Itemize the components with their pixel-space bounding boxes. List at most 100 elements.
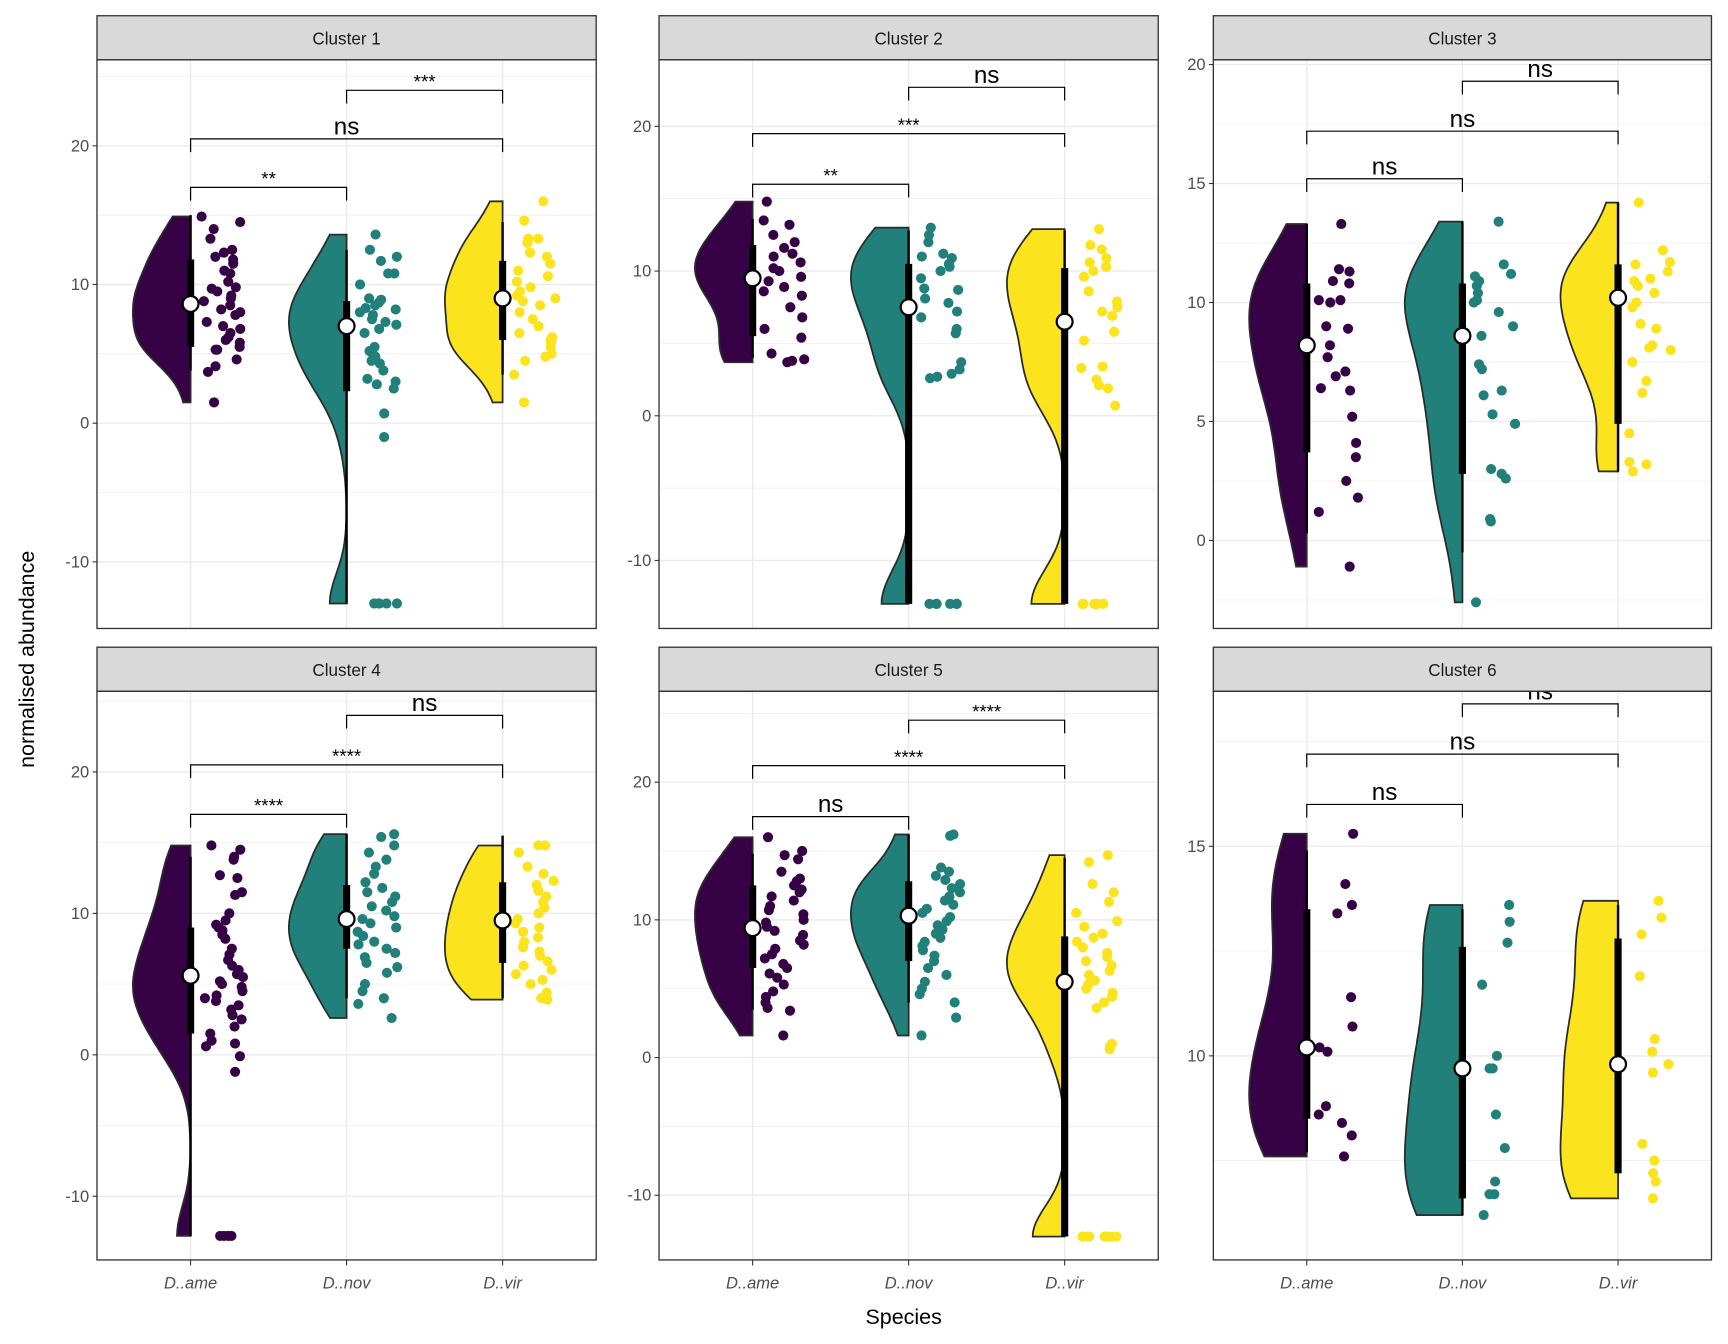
panel-4: -10 0 10 20 D..ame D..nov D..vir **** **** ns Clus… xyxy=(65,646,597,1293)
data-point xyxy=(1112,302,1123,313)
y-tick-label: 10 xyxy=(71,275,89,294)
data-point xyxy=(510,969,521,980)
y-tick-label: 5 xyxy=(1196,412,1205,431)
data-point xyxy=(1635,318,1646,329)
data-point xyxy=(758,286,769,297)
data-point xyxy=(511,276,522,287)
data-point xyxy=(1624,428,1635,439)
data-point xyxy=(202,366,214,377)
data-point xyxy=(388,383,399,394)
mean-point xyxy=(743,919,762,938)
data-point xyxy=(943,866,955,877)
significance-bracket xyxy=(345,714,504,729)
data-point xyxy=(1645,273,1656,284)
data-point xyxy=(774,266,785,277)
significance-bracket xyxy=(1461,80,1619,95)
data-point xyxy=(1637,1138,1648,1149)
data-point xyxy=(360,877,371,888)
significance-bracket xyxy=(1461,703,1619,718)
data-point xyxy=(210,251,221,262)
data-point xyxy=(764,968,775,979)
facet-strip xyxy=(1212,15,1713,61)
data-point xyxy=(532,932,544,943)
data-point xyxy=(237,986,248,997)
data-point xyxy=(787,355,798,366)
significance-label: **** xyxy=(332,746,361,767)
significance-label: ns xyxy=(1450,729,1476,756)
data-point xyxy=(768,986,779,997)
data-point xyxy=(941,916,952,927)
significance-bracket xyxy=(189,764,504,779)
half-violin-D..vir xyxy=(1006,228,1066,605)
data-point xyxy=(225,300,236,311)
data-point xyxy=(1650,1176,1661,1187)
significance-bracket xyxy=(189,813,348,828)
data-point xyxy=(381,967,392,978)
x-tick-label: D..vir xyxy=(1599,1274,1639,1293)
data-point xyxy=(231,354,242,365)
data-point xyxy=(361,957,372,968)
panel-border xyxy=(658,59,1159,630)
data-point xyxy=(364,244,376,255)
data-point xyxy=(370,229,381,240)
data-point xyxy=(784,1005,796,1016)
data-point xyxy=(1342,323,1354,334)
data-point xyxy=(1313,1109,1324,1120)
data-point xyxy=(1320,1101,1332,1112)
data-point xyxy=(370,300,381,311)
data-point xyxy=(797,845,808,857)
significance-bracket xyxy=(752,133,1066,147)
data-point xyxy=(216,304,227,315)
significance-label: ns xyxy=(412,690,438,717)
data-point xyxy=(1338,1151,1350,1162)
significance-bracket xyxy=(189,186,348,201)
data-point xyxy=(214,870,225,881)
data-point xyxy=(518,960,529,971)
panel-border xyxy=(658,690,1159,1261)
data-point xyxy=(390,947,401,959)
mean-point xyxy=(1297,336,1316,355)
data-point xyxy=(766,348,777,359)
data-point xyxy=(236,1014,247,1025)
data-point xyxy=(522,237,533,248)
data-point xyxy=(235,844,246,855)
data-point xyxy=(1665,345,1676,356)
facet-strip xyxy=(96,646,597,692)
data-point xyxy=(1313,295,1324,306)
data-point xyxy=(1345,385,1356,396)
data-point xyxy=(230,1066,241,1077)
data-point xyxy=(1107,310,1118,321)
data-point xyxy=(369,936,380,947)
data-point xyxy=(1496,385,1507,396)
data-point xyxy=(210,996,222,1007)
data-point xyxy=(1332,908,1343,919)
data-point xyxy=(212,286,223,297)
data-point xyxy=(1091,1002,1102,1014)
data-point xyxy=(525,979,536,990)
x-axis-title: Species xyxy=(865,1305,941,1329)
data-point xyxy=(758,215,769,226)
data-point xyxy=(198,296,209,307)
data-point xyxy=(1093,224,1105,235)
mean-point xyxy=(181,966,200,985)
mean-point xyxy=(1297,1038,1316,1057)
data-point xyxy=(533,321,544,332)
data-point xyxy=(1627,356,1638,368)
data-point xyxy=(796,271,807,282)
significance-bracket xyxy=(1306,178,1464,193)
data-point xyxy=(533,885,544,896)
data-point xyxy=(778,1030,789,1041)
data-point xyxy=(916,312,927,323)
significance-bracket xyxy=(908,86,1066,101)
data-point xyxy=(538,196,549,207)
data-point xyxy=(1346,899,1358,911)
panel-1: -10 0 10 20 ** ns *** Cluster 1 xyxy=(65,15,597,630)
half-violin-D..ame xyxy=(132,844,192,1237)
data-point xyxy=(359,327,370,339)
data-point xyxy=(1491,1050,1503,1061)
data-point xyxy=(363,293,375,304)
data-point xyxy=(1102,951,1113,963)
data-point xyxy=(379,408,390,419)
data-point xyxy=(950,1012,962,1023)
